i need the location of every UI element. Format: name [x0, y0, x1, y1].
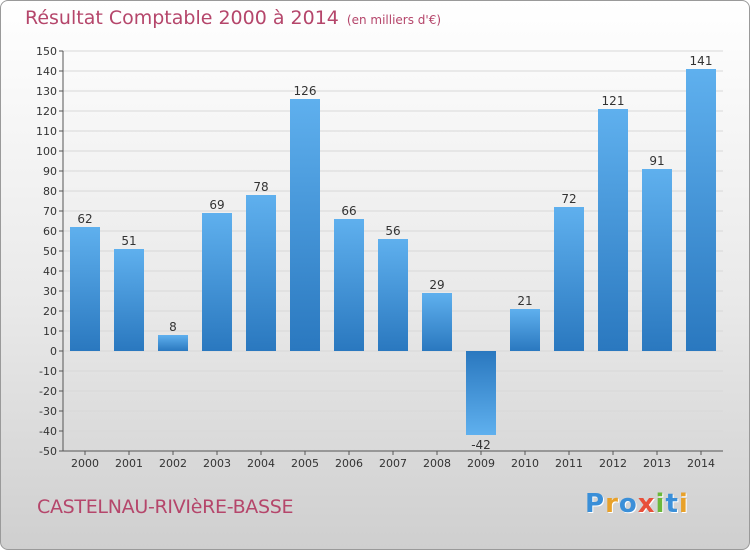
bar	[202, 213, 232, 351]
bar-value-label: 56	[385, 224, 400, 238]
y-tick-label: 70	[43, 205, 57, 218]
y-tick-label: 140	[36, 65, 57, 78]
x-tick-label: 2000	[71, 457, 99, 470]
commune-name: CASTELNAU-RIVIèRE-BASSE	[37, 496, 294, 518]
bar	[686, 69, 716, 351]
y-tick-label: 60	[43, 225, 57, 238]
y-tick-label: 80	[43, 185, 57, 198]
bar	[466, 351, 496, 435]
bar-value-label: 121	[602, 94, 625, 108]
chart-title: Résultat Comptable 2000 à 2014 (en millie…	[25, 7, 441, 29]
bar-value-label: 29	[429, 278, 444, 292]
x-tick-label: 2011	[555, 457, 583, 470]
bar-value-label: 72	[561, 192, 576, 206]
bar-value-label: 141	[690, 54, 713, 68]
y-tick-label: 50	[43, 245, 57, 258]
chart-title-unit: (en milliers d'€)	[346, 13, 442, 27]
logo-letter: i	[678, 489, 689, 519]
bar-value-label: 62	[77, 212, 92, 226]
bar	[290, 99, 320, 351]
bar	[70, 227, 100, 351]
bar	[510, 309, 540, 351]
y-tick-label: 120	[36, 105, 57, 118]
y-tick-label: 40	[43, 265, 57, 278]
bar	[246, 195, 276, 351]
logo-letter: t	[665, 489, 679, 519]
bar-value-label: 126	[294, 84, 317, 98]
x-tick-label: 2003	[203, 457, 231, 470]
y-tick-label: 110	[36, 125, 57, 138]
bar	[378, 239, 408, 351]
bar-value-label: 21	[517, 294, 532, 308]
y-tick-label: -20	[39, 385, 57, 398]
bar-value-label: -42	[471, 438, 491, 452]
y-tick-label: 100	[36, 145, 57, 158]
y-tick-label: 10	[43, 325, 57, 338]
x-tick-label: 2013	[643, 457, 671, 470]
bar	[598, 109, 628, 351]
bar	[642, 169, 672, 351]
x-tick-label: 2012	[599, 457, 627, 470]
logo-letter: i	[655, 489, 666, 519]
y-tick-label: 20	[43, 305, 57, 318]
y-tick-label: 130	[36, 85, 57, 98]
bar-value-label: 91	[649, 154, 664, 168]
x-tick-label: 2006	[335, 457, 363, 470]
x-tick-label: 2004	[247, 457, 275, 470]
bar-value-label: 51	[121, 234, 136, 248]
bar-value-label: 8	[169, 320, 177, 334]
proxiti-logo: Proxiti	[585, 489, 689, 519]
x-tick-label: 2014	[687, 457, 715, 470]
bar	[554, 207, 584, 351]
y-tick-label: -50	[39, 445, 57, 458]
bar-value-label: 69	[209, 198, 224, 212]
x-tick-label: 2009	[467, 457, 495, 470]
logo-letter: r	[605, 489, 619, 519]
y-tick-label: 0	[50, 345, 57, 358]
x-tick-label: 2001	[115, 457, 143, 470]
chart-title-main: Résultat Comptable 2000 à 2014	[25, 7, 339, 29]
x-tick-label: 2005	[291, 457, 319, 470]
y-tick-label: 90	[43, 165, 57, 178]
x-tick-label: 2007	[379, 457, 407, 470]
bar	[422, 293, 452, 351]
y-tick-label: 30	[43, 285, 57, 298]
logo-letter: o	[618, 489, 638, 519]
logo-letter: x	[637, 489, 656, 519]
x-tick-label: 2010	[511, 457, 539, 470]
bar	[114, 249, 144, 351]
bar	[158, 335, 188, 351]
logo-letter: P	[585, 489, 606, 519]
x-tick-label: 2002	[159, 457, 187, 470]
bar-value-label: 66	[341, 204, 356, 218]
bar-value-label: 78	[253, 180, 268, 194]
y-tick-label: 150	[36, 45, 57, 58]
y-tick-label: -40	[39, 425, 57, 438]
bar	[334, 219, 364, 351]
y-tick-label: -10	[39, 365, 57, 378]
y-tick-label: -30	[39, 405, 57, 418]
x-tick-label: 2008	[423, 457, 451, 470]
